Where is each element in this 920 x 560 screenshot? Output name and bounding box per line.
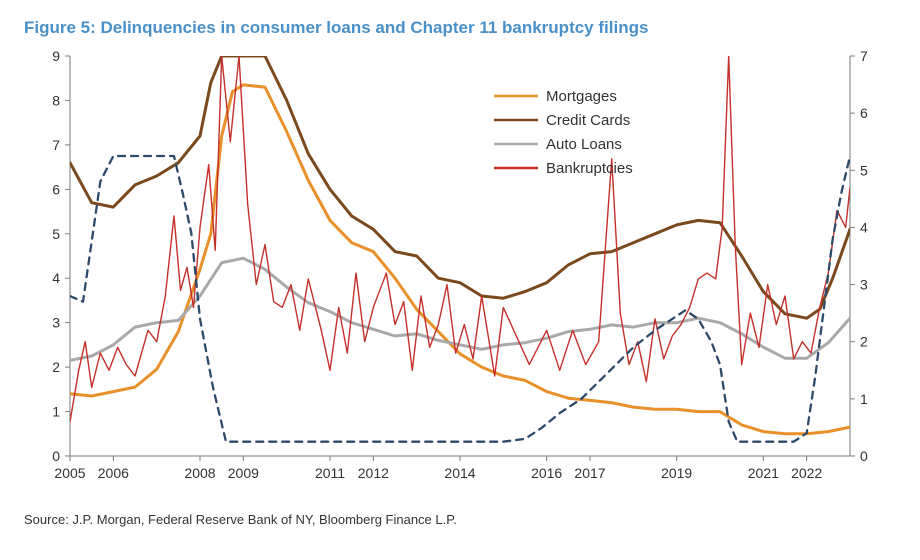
- x-tick-label: 2022: [791, 465, 822, 481]
- x-tick-label: 2016: [531, 465, 562, 481]
- series-mortgages: [70, 85, 850, 434]
- series-bankruptcies: [70, 56, 850, 422]
- x-tick-label: 2019: [661, 465, 692, 481]
- y-left-tick-label: 5: [52, 226, 60, 242]
- y-right-tick-label: 2: [860, 334, 868, 350]
- x-tick-label: 2011: [315, 465, 345, 481]
- x-tick-label: 2014: [444, 465, 475, 481]
- y-right-tick-label: 3: [860, 277, 868, 293]
- y-left-tick-label: 2: [52, 359, 60, 375]
- y-right-tick-label: 1: [860, 391, 868, 407]
- legend-label-bankruptcies: Bankruptcies: [546, 160, 633, 177]
- x-tick-label: 2008: [184, 465, 215, 481]
- line-chart: 0 1 2 3 4 5 6 7 8 9 0 1 2 3 4 5 6 7 2005 2006 2008 2009 2011 20…: [24, 48, 894, 498]
- series-auto-loans: [70, 258, 850, 360]
- y-right-tick-label: 0: [860, 448, 868, 464]
- x-tick-label: 2005: [54, 465, 85, 481]
- source-line: Source: J.P. Morgan, Federal Reserve Ban…: [24, 512, 896, 527]
- y-left-tick-label: 4: [52, 270, 60, 286]
- y-left-tick-label: 1: [52, 404, 60, 420]
- x-tick-label: 2012: [358, 465, 389, 481]
- y-left-tick-label: 3: [52, 315, 60, 331]
- x-tick-label: 2006: [98, 465, 129, 481]
- y-left-tick-label: 6: [52, 181, 60, 197]
- legend-label-mortgages: Mortgages: [546, 88, 617, 105]
- y-right-tick-label: 7: [860, 48, 868, 64]
- y-left-tick-label: 8: [52, 92, 60, 108]
- y-left-tick-label: 0: [52, 448, 60, 464]
- y-right-tick-label: 5: [860, 162, 868, 178]
- legend-label-auto-loans: Auto Loans: [546, 136, 622, 153]
- chart-container: 0 1 2 3 4 5 6 7 8 9 0 1 2 3 4 5 6 7 2005 2006 2008 2009 2011 20…: [24, 48, 894, 498]
- legend-label-credit-cards: Credit Cards: [546, 112, 630, 129]
- y-left-tick-label: 7: [52, 137, 60, 153]
- y-right-tick-label: 4: [860, 219, 868, 235]
- x-tick-label: 2021: [748, 465, 779, 481]
- x-tick-label: 2009: [228, 465, 259, 481]
- y-left-tick-label: 9: [52, 48, 60, 64]
- x-tick-label: 2017: [574, 465, 605, 481]
- chart-title: Figure 5: Delinquencies in consumer loan…: [24, 18, 896, 38]
- y-right-tick-label: 6: [860, 105, 868, 121]
